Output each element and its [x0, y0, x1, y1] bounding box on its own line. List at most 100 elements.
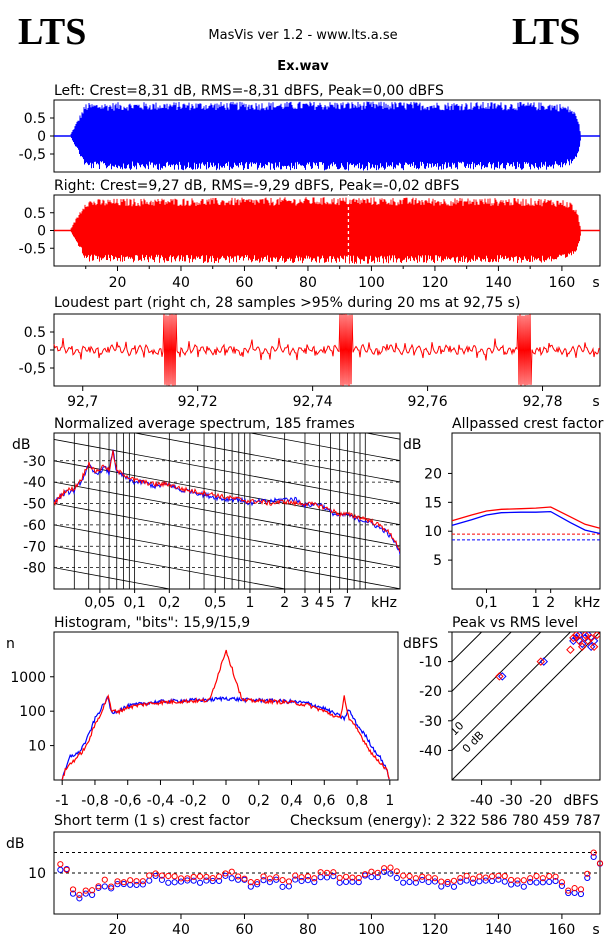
short-crest-point-L: [431, 878, 439, 885]
short-crest-point-R: [381, 865, 388, 872]
peak-rms-point-L: [589, 636, 599, 646]
spectrum-xtick-label: 7: [343, 595, 352, 611]
time-axis-unit: s: [592, 275, 599, 291]
short-crest-xtick-label: 120: [422, 922, 449, 938]
short-crest-point-L: [177, 878, 185, 885]
short-crest-point-L: [165, 879, 172, 886]
short-crest-point-R: [171, 873, 178, 880]
short-crest-point-L: [266, 879, 273, 886]
short-crest-point-R: [584, 870, 591, 877]
short-crest-point-R: [285, 878, 293, 885]
short-crest-point-R: [488, 873, 496, 880]
loudest-ytick-label: -0,5: [19, 361, 46, 377]
short-crest-point-L: [120, 880, 127, 888]
short-crest-point-R: [349, 874, 356, 881]
histogram-series-R: [61, 649, 390, 781]
crest-xunit: kHz: [574, 595, 600, 611]
crest-diagonal: [452, 632, 542, 722]
short-crest-point-R: [215, 873, 223, 880]
short-crest-point-L: [317, 874, 324, 881]
crest-yunit: dB: [403, 437, 422, 453]
short-crest-point-R: [273, 874, 280, 881]
histogram-ytick-label: 1000: [10, 670, 46, 686]
spectrum-yunit: dB: [12, 437, 31, 453]
short-crest-point-R: [361, 871, 369, 878]
spectrum-slope-line: [54, 545, 288, 589]
spectrum-ytick-label: -50: [23, 497, 46, 513]
short-crest-xtick-label: 100: [358, 922, 385, 938]
time-axis-label: 160: [549, 275, 576, 291]
short-crest-point-R: [495, 872, 502, 879]
peak-rms-point-R: [569, 633, 578, 643]
short-crest-point-L: [292, 876, 299, 883]
short-crest-point-R: [88, 887, 96, 894]
short-crest-point-L: [584, 874, 591, 881]
short-crest-point-R: [400, 872, 407, 879]
short-crest-point-R: [95, 883, 102, 890]
histogram-xtick-label: -0,4: [147, 793, 174, 809]
short-crest-point-L: [419, 876, 426, 884]
short-crest-point-L: [482, 877, 489, 884]
short-crest-point-L: [533, 879, 540, 886]
short-crest-point-L: [215, 877, 223, 885]
peak-rms-point-R: [566, 645, 575, 655]
short-crest-point-R: [317, 869, 324, 876]
short-crest-point-R: [514, 877, 521, 884]
time-axis-label: 80: [299, 275, 317, 291]
short-crest-point-L: [438, 883, 445, 890]
short-crest-point-R: [266, 875, 273, 882]
short-crest-point-L: [520, 883, 527, 890]
short-crest-point-L: [209, 877, 216, 885]
short-crest-point-L: [368, 873, 375, 881]
short-crest-xunit: s: [592, 922, 599, 938]
short-crest-xtick-label: 140: [485, 922, 512, 938]
short-crest-point-R: [235, 873, 242, 880]
short-crest-point-R: [596, 860, 604, 867]
short-crest-point-L: [527, 878, 534, 886]
histogram-xtick-label: 0,4: [280, 793, 302, 809]
short-crest-point-L: [279, 883, 286, 890]
peak-rms-ytick-label: -30: [419, 714, 442, 730]
peak-rms-ytick-label: -20: [419, 684, 442, 700]
histogram-ytick-label: 100: [19, 704, 46, 720]
spectrum-slope-line: [132, 433, 400, 483]
loudest-xtick-label: 92,76: [408, 394, 448, 410]
spectrum-slope-line: [54, 503, 400, 568]
short-crest-point-L: [88, 891, 96, 898]
crest-xtick-label: 1: [531, 595, 540, 611]
spectrum-ytick-label: -70: [23, 539, 46, 555]
short-crest-point-L: [127, 881, 134, 888]
short-crest-point-L: [133, 881, 140, 889]
spectrum-slope-line: [54, 439, 400, 504]
peak-rms-title: Peak vs RMS level: [452, 615, 578, 631]
histogram-xtick-label: -0,8: [81, 793, 108, 809]
spectrum-ytick-label: -40: [23, 475, 46, 491]
short-crest-point-L: [108, 885, 115, 892]
app-title: MasVis ver 1.2 - www.lts.a.se: [208, 28, 397, 43]
histogram-xtick-label: 0,8: [346, 793, 368, 809]
short-crest-point-R: [431, 875, 439, 882]
short-crest-point-R: [533, 872, 540, 880]
short-crest-point-L: [450, 883, 458, 890]
short-crest-point-L: [514, 880, 521, 887]
histogram-title: Histogram, "bits": 15,9/15,9: [54, 615, 250, 631]
short-crest-point-R: [425, 874, 432, 881]
peak-rms-xtick-label: -30: [500, 793, 523, 809]
crest-diagonal-label: 0 dB: [460, 729, 487, 756]
short-crest-point-L: [298, 877, 305, 885]
short-crest-point-R: [139, 878, 146, 885]
spectrum-xtick-label: 0,1: [123, 595, 145, 611]
histogram-xtick-label: -0,2: [180, 793, 207, 809]
file-name: Ex.wav: [277, 59, 329, 74]
short-crest-point-L: [114, 881, 121, 888]
peak-rms-point-R: [589, 642, 599, 652]
spectrum-xtick-label: 0,5: [204, 595, 226, 611]
histogram-xtick-label: 0,2: [248, 793, 270, 809]
peak-rms-point-R: [586, 633, 596, 643]
short-crest-point-R: [336, 874, 343, 881]
crest-ytick-label: 5: [433, 553, 442, 569]
short-crest-point-R: [146, 872, 153, 879]
short-crest-point-R: [158, 872, 166, 879]
short-crest-point-L: [374, 874, 381, 881]
histogram-xtick-label: -0,6: [114, 793, 141, 809]
